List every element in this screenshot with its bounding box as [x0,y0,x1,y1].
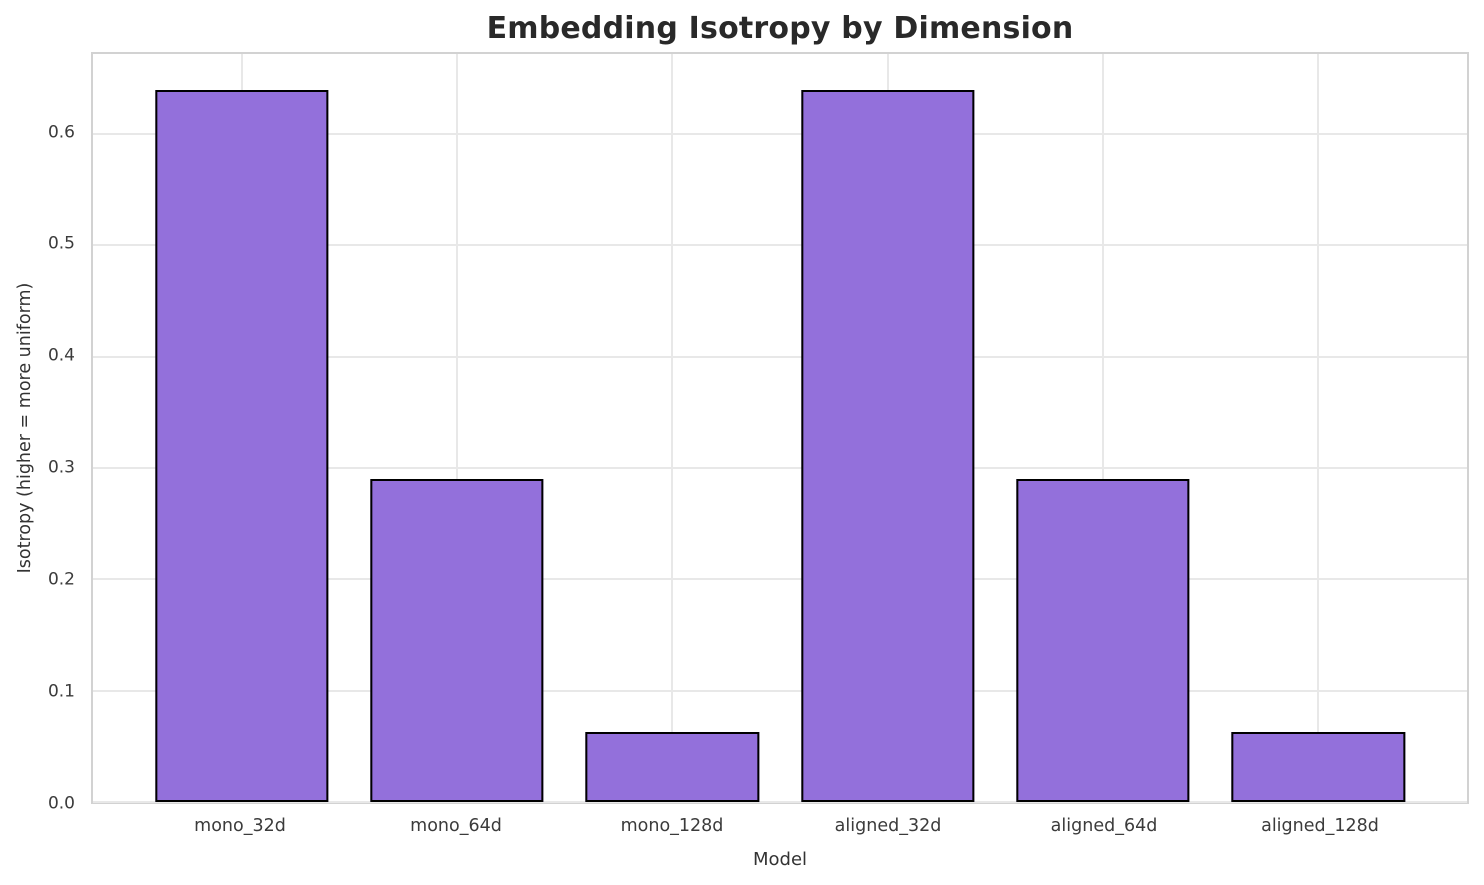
gridline-v-mono_128d [671,54,674,802]
x-tick-label-mono_64d: mono_64d [410,816,502,836]
bar-slot-aligned_32d [780,54,995,802]
gridline-h-0.1 [93,689,1467,692]
bar-slot-mono_128d [565,54,780,802]
gridline-h-0.6 [93,133,1467,136]
x-axis-label: Model [752,849,808,870]
y-tick-label-0.3: 0.3 [47,457,75,478]
bar-mono_64d [370,479,544,802]
gridline-h-0.0 [93,801,1467,803]
bar-aligned_128d [1231,731,1405,802]
bars-layer [93,54,1467,802]
gridline-h-0.2 [93,578,1467,581]
gridline-h-0.3 [93,467,1467,470]
bar-mono_128d [585,731,759,802]
y-tick-label-0.1: 0.1 [47,681,75,702]
x-tick-label-aligned_128d: aligned_128d [1261,816,1379,836]
bar-mono_32d [154,89,329,802]
y-tick-label-0.2: 0.2 [47,569,75,590]
plot-area [91,52,1469,804]
x-tick-label-mono_128d: mono_128d [620,816,724,836]
gridline-v-mono_64d [455,54,458,802]
bar-slot-aligned_128d [1211,54,1426,802]
gridline-h-0.4 [93,355,1467,358]
x-axis-tick-labels: mono_32d mono_64d mono_128d aligned_32d alig… [91,816,1469,836]
y-tick-label-0.5: 0.5 [47,233,75,254]
y-axis-tick-labels: 0.0 0.1 0.2 0.3 0.4 0.5 0.6 [0,52,77,812]
gridline-h-0.5 [93,244,1467,247]
gridline-v-aligned_128d [1317,54,1320,802]
y-tick-label-0.4: 0.4 [47,345,75,366]
bar-slot-mono_32d [134,54,349,802]
x-tick-label-aligned_64d: aligned_64d [1050,816,1158,836]
bar-slot-mono_64d [349,54,564,802]
x-tick-label-aligned_32d: aligned_32d [834,816,942,836]
y-tick-label-0.6: 0.6 [47,122,75,143]
bar-slot-aligned_64d [995,54,1210,802]
bar-aligned_32d [800,89,975,802]
y-tick-label-0.0: 0.0 [47,793,75,814]
x-tick-label-mono_32d: mono_32d [194,816,286,836]
bar-aligned_64d [1016,479,1190,802]
chart-title: Embedding Isotropy by Dimension [486,11,1074,46]
gridline-v-aligned_64d [1101,54,1104,802]
